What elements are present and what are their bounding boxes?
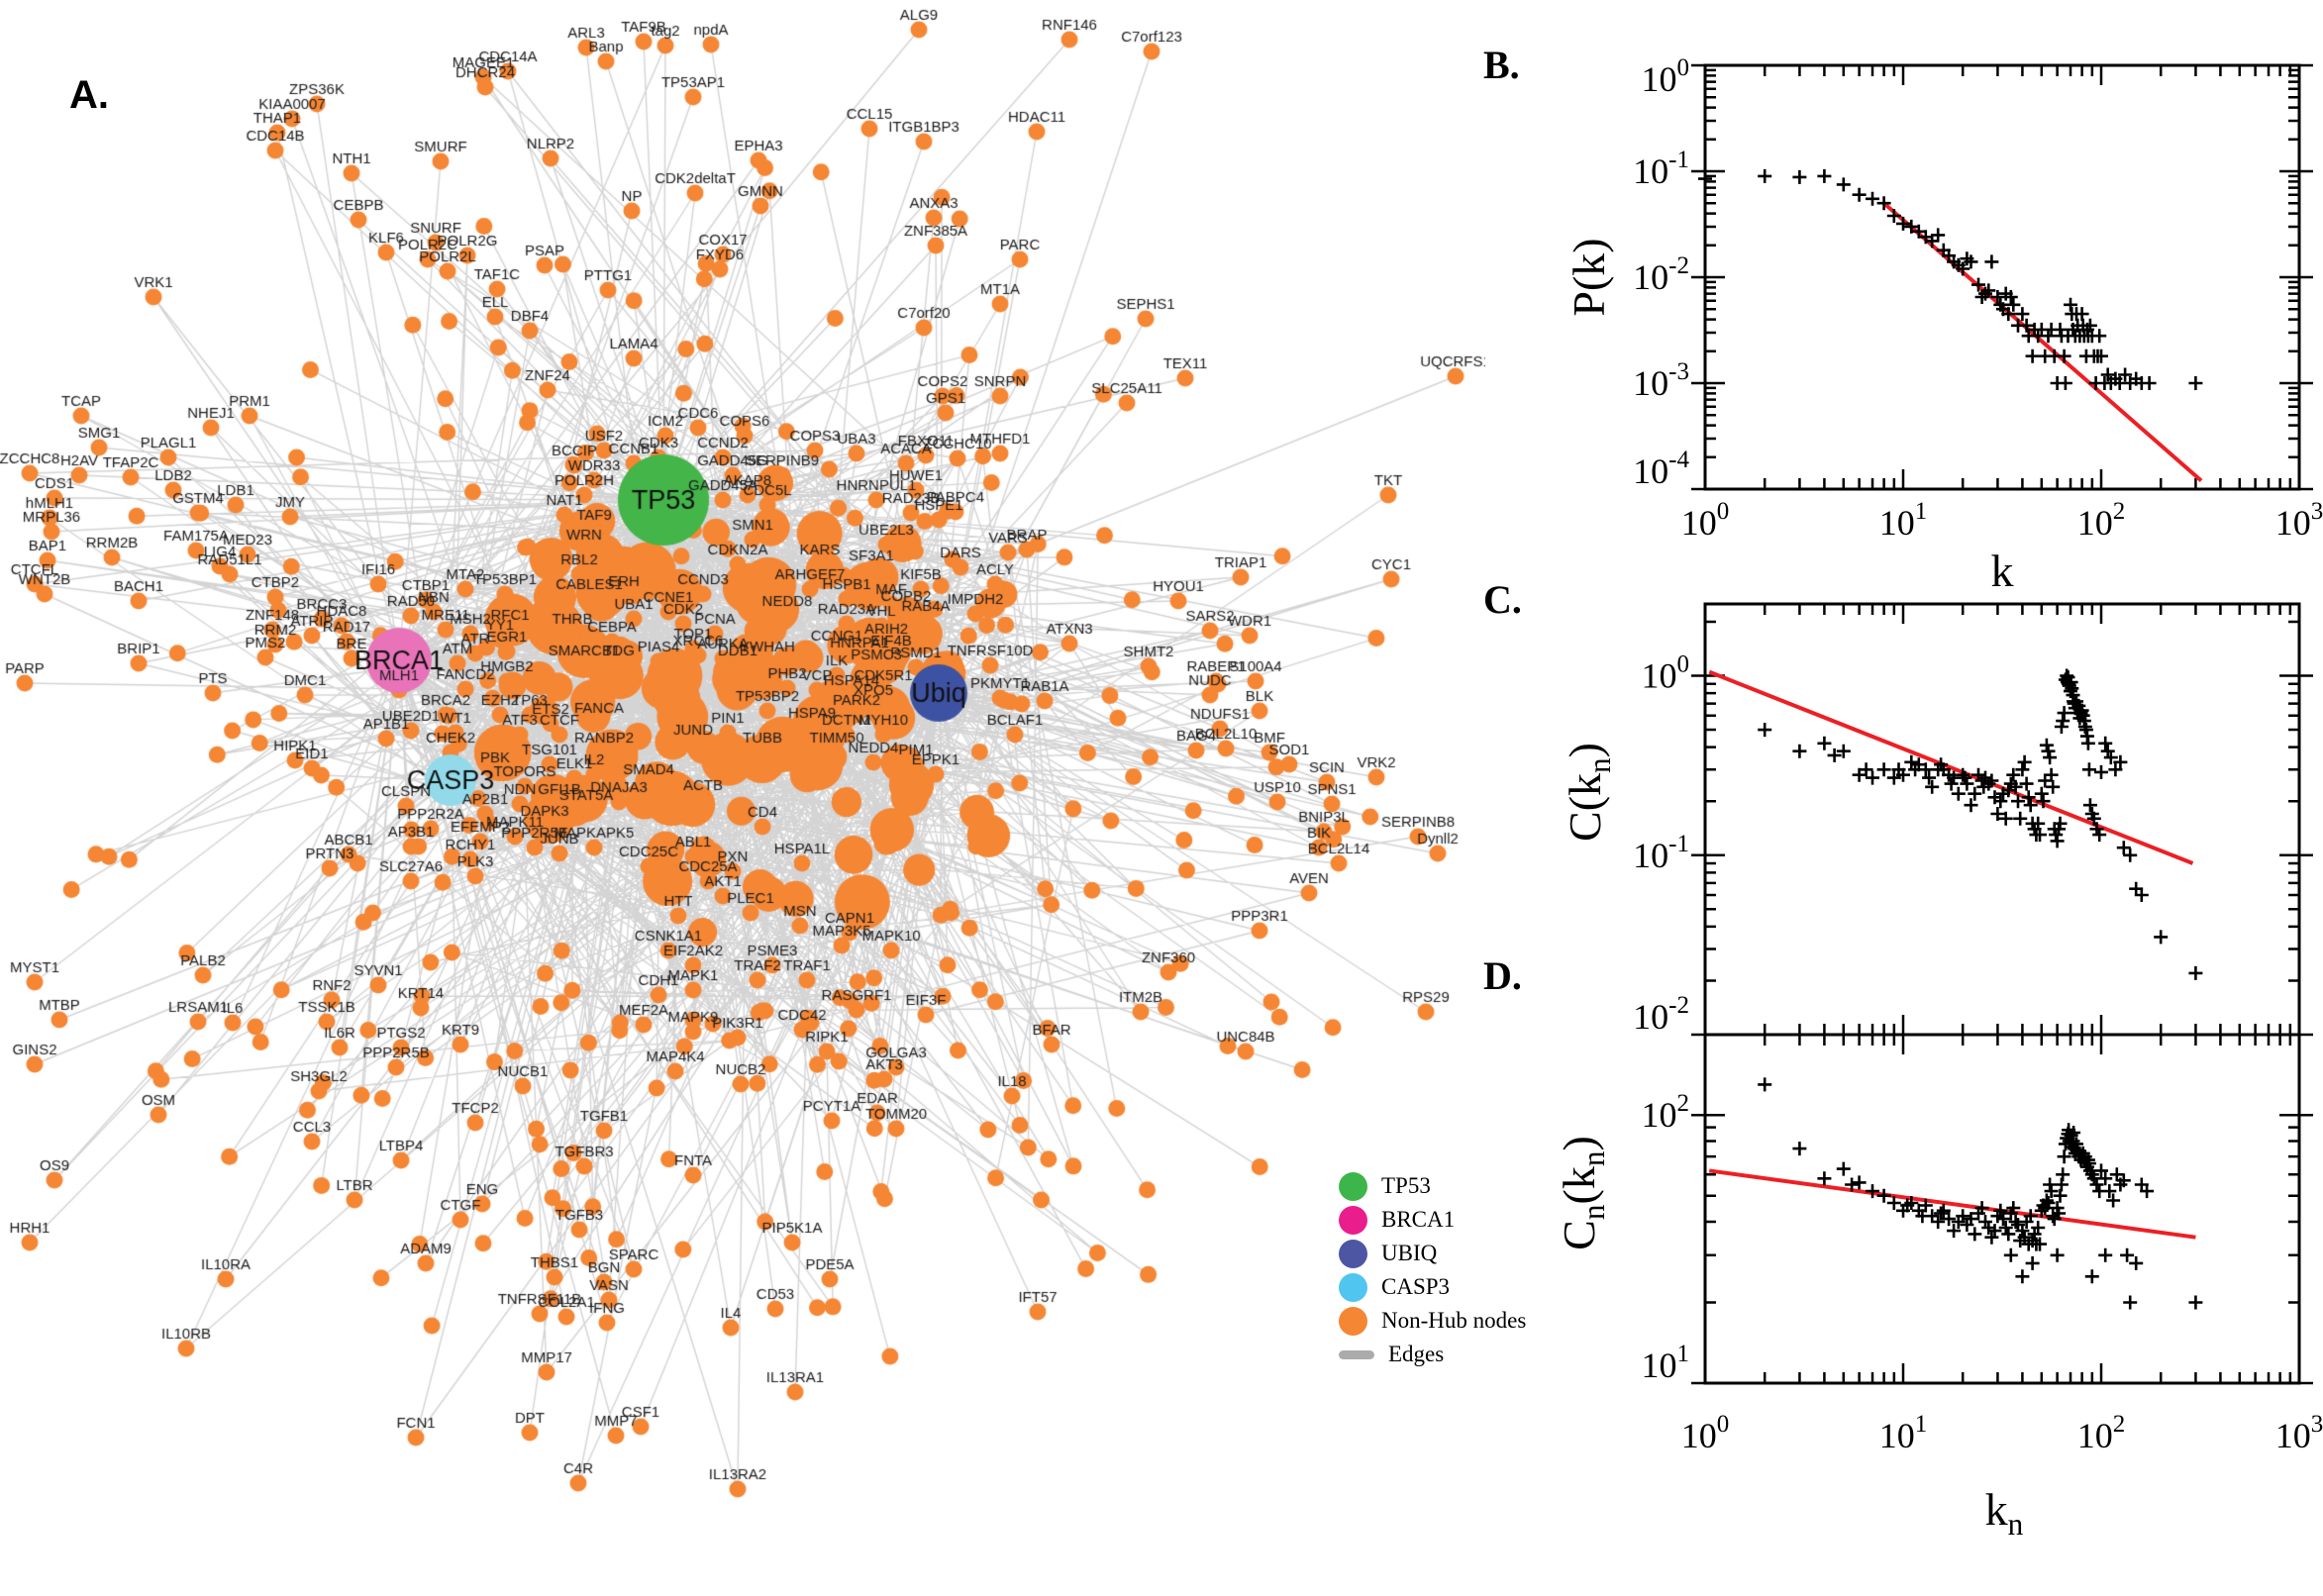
y-tick-label: 10-2 <box>1633 992 1689 1037</box>
node-swatch-icon <box>1339 1306 1367 1336</box>
y-tick-label: 10-1 <box>1633 147 1689 191</box>
legend-item-label: UBIQ <box>1381 1241 1438 1265</box>
node-swatch-icon <box>1339 1272 1367 1302</box>
node-swatch-icon <box>1339 1239 1367 1268</box>
x-tick-label: 101 <box>1879 498 1928 543</box>
legend-item: UBIQ <box>1339 1239 1526 1268</box>
legend-item-label: Edges <box>1388 1342 1445 1366</box>
y-tick-label: 102 <box>1642 1090 1690 1135</box>
x-axis-title: k <box>1991 546 2014 596</box>
panel-label-d: D. <box>1483 953 1522 998</box>
node-swatch-icon <box>1339 1171 1367 1201</box>
x-tick-label: 100 <box>1681 1411 1730 1455</box>
y-tick-label: 10-2 <box>1633 252 1689 297</box>
y-tick-label: 100 <box>1642 651 1690 696</box>
y-tick-label: 10-1 <box>1633 831 1689 875</box>
legend-item-label: TP53 <box>1381 1173 1431 1198</box>
legend-item: Non-Hub nodes <box>1339 1306 1526 1336</box>
panel-label-b: B. <box>1483 43 1520 87</box>
legend-item: TP53 <box>1339 1171 1526 1201</box>
x-tick-label: 103 <box>2275 498 2323 543</box>
data-points <box>1698 168 2203 390</box>
panel-label-c: C. <box>1483 577 1522 622</box>
y-axis-title: Cn(kn) <box>1554 1136 1611 1250</box>
legend-item: Edges <box>1339 1340 1526 1369</box>
legend-item-label: BRCA1 <box>1381 1207 1456 1232</box>
panel-label-a: A. <box>69 73 109 117</box>
y-axis-title: C(kn) <box>1560 743 1617 842</box>
scatter-plots-svg: 100 101 102 10310010-110-210-310-4kP(k)1001… <box>1554 54 2323 1542</box>
legend-item-label: Non-Hub nodes <box>1381 1308 1527 1333</box>
x-axis-title: kn <box>1985 1484 2024 1542</box>
plot-panel-B: 100 101 102 103 100 10-1 10-2 10-3 10-4 k P(k) <box>1564 54 2323 596</box>
data-points <box>1758 1077 2203 1310</box>
x-tick-label: 101 <box>1879 1411 1928 1455</box>
network-graph-canvas <box>0 0 1485 1596</box>
x-tick-label: 103 <box>2275 1411 2323 1455</box>
y-tick-label: 10-4 <box>1633 447 1689 491</box>
legend-item: BRCA1 <box>1339 1205 1526 1235</box>
x-tick-label: 102 <box>2077 1411 2126 1455</box>
node-swatch-icon <box>1339 1205 1367 1235</box>
edge-swatch-icon <box>1339 1349 1374 1359</box>
data-points <box>1758 668 2203 980</box>
plot-panel-D: 100 101 102 103 102 101 kn Cn(kn) <box>1554 1033 2323 1542</box>
fit-line <box>1708 1168 2196 1240</box>
y-tick-label: 100 <box>1642 54 1690 99</box>
legend: TP53 BRCA1 UBIQ CASP3 Non-Hub nodes Edges <box>1339 1171 1526 1369</box>
x-tick-label: 102 <box>2077 498 2126 543</box>
x-tick-label: 100 <box>1681 498 1730 543</box>
legend-item-label: CASP3 <box>1381 1274 1451 1299</box>
y-tick-label: 101 <box>1642 1341 1690 1385</box>
legend-item: CASP3 <box>1339 1272 1526 1302</box>
y-axis-title: P(k) <box>1564 238 1614 316</box>
fit-line <box>1708 669 2194 865</box>
y-tick-label: 10-3 <box>1633 358 1689 403</box>
plot-panel-C: 100 10-1 10-2 C(kn) <box>1560 602 2313 1037</box>
